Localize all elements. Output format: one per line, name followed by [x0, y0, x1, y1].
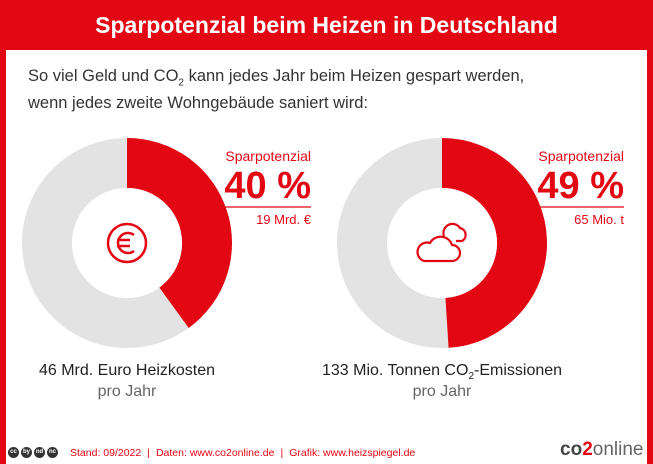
share-label: Sparpotenzial: [225, 148, 311, 164]
total-label-heizkosten: 46 Mrd. Euro Heizkosten: [38, 362, 216, 379]
saving-label: 19 Mrd. €: [256, 212, 312, 227]
donut-center: [387, 188, 497, 298]
intro-line1-post: kann jedes Jahr beim Heizen gespart werd…: [183, 67, 525, 85]
intro-line1-sub: 2: [178, 77, 184, 89]
page-title: Sparpotenzial beim Heizen in Deutschland: [0, 0, 653, 50]
license-icons: cc by nd nc: [8, 447, 58, 458]
total-label-sub: 2: [468, 371, 474, 383]
intro-line1-pre: So viel Geld und CO: [28, 67, 179, 85]
total-label-emissionen: 133 Mio. Tonnen CO2-Emissionen: [312, 362, 572, 382]
intro-line2: wenn jedes zweite Wohngebäude saniert wi…: [28, 94, 368, 113]
donut-center: [72, 188, 182, 298]
donut-share-slice: [126, 138, 232, 328]
footer-separator: |: [147, 447, 150, 459]
saving-label: 65 Mio. t: [574, 212, 624, 227]
footer-stand: Stand: 09/2022: [70, 447, 142, 459]
footer-daten-link[interactable]: Daten: www.co2online.de: [155, 447, 275, 459]
by-icon: by: [21, 447, 32, 458]
footer-separator: |: [280, 447, 284, 459]
footer-meta: Stand: 09/2022 | Daten: www.co2online.de | G…: [70, 447, 415, 459]
share-label: Sparpotenzial: [538, 148, 624, 164]
total-label-pre: 133 Mio. Tonnen CO: [321, 362, 469, 379]
footer: cc by nd nc Stand: 09/2022 | Daten: www.co…: [0, 444, 653, 464]
co2online-logo: co2online: [560, 439, 644, 460]
intro-text: So viel Geld und CO2 kann jedes Jahr bei…: [28, 66, 628, 114]
total-label-post: -Emissionen: [474, 362, 563, 379]
cloud-icon: [416, 222, 467, 263]
donut-chart-heizkosten: Sparpotenzial 40 % 19 Mrd. €: [22, 138, 312, 348]
donut-share-slice: [441, 138, 547, 348]
percent-label: 40 %: [224, 165, 311, 207]
nc-icon: nc: [47, 447, 58, 458]
percent-label: 49 %: [537, 165, 624, 207]
donut-chart-emissionen: Sparpotenzial 49 % 65 Mio. t: [337, 138, 624, 348]
cc-icon: cc: [8, 447, 19, 458]
total-sub-heizkosten: pro Jahr: [97, 383, 157, 400]
total-sub-emissionen: pro Jahr: [412, 383, 472, 400]
nd-icon: nd: [34, 447, 45, 458]
euro-icon: [106, 222, 148, 264]
footer-grafik-link[interactable]: Grafik: www.heizspiegel.de: [289, 447, 416, 459]
